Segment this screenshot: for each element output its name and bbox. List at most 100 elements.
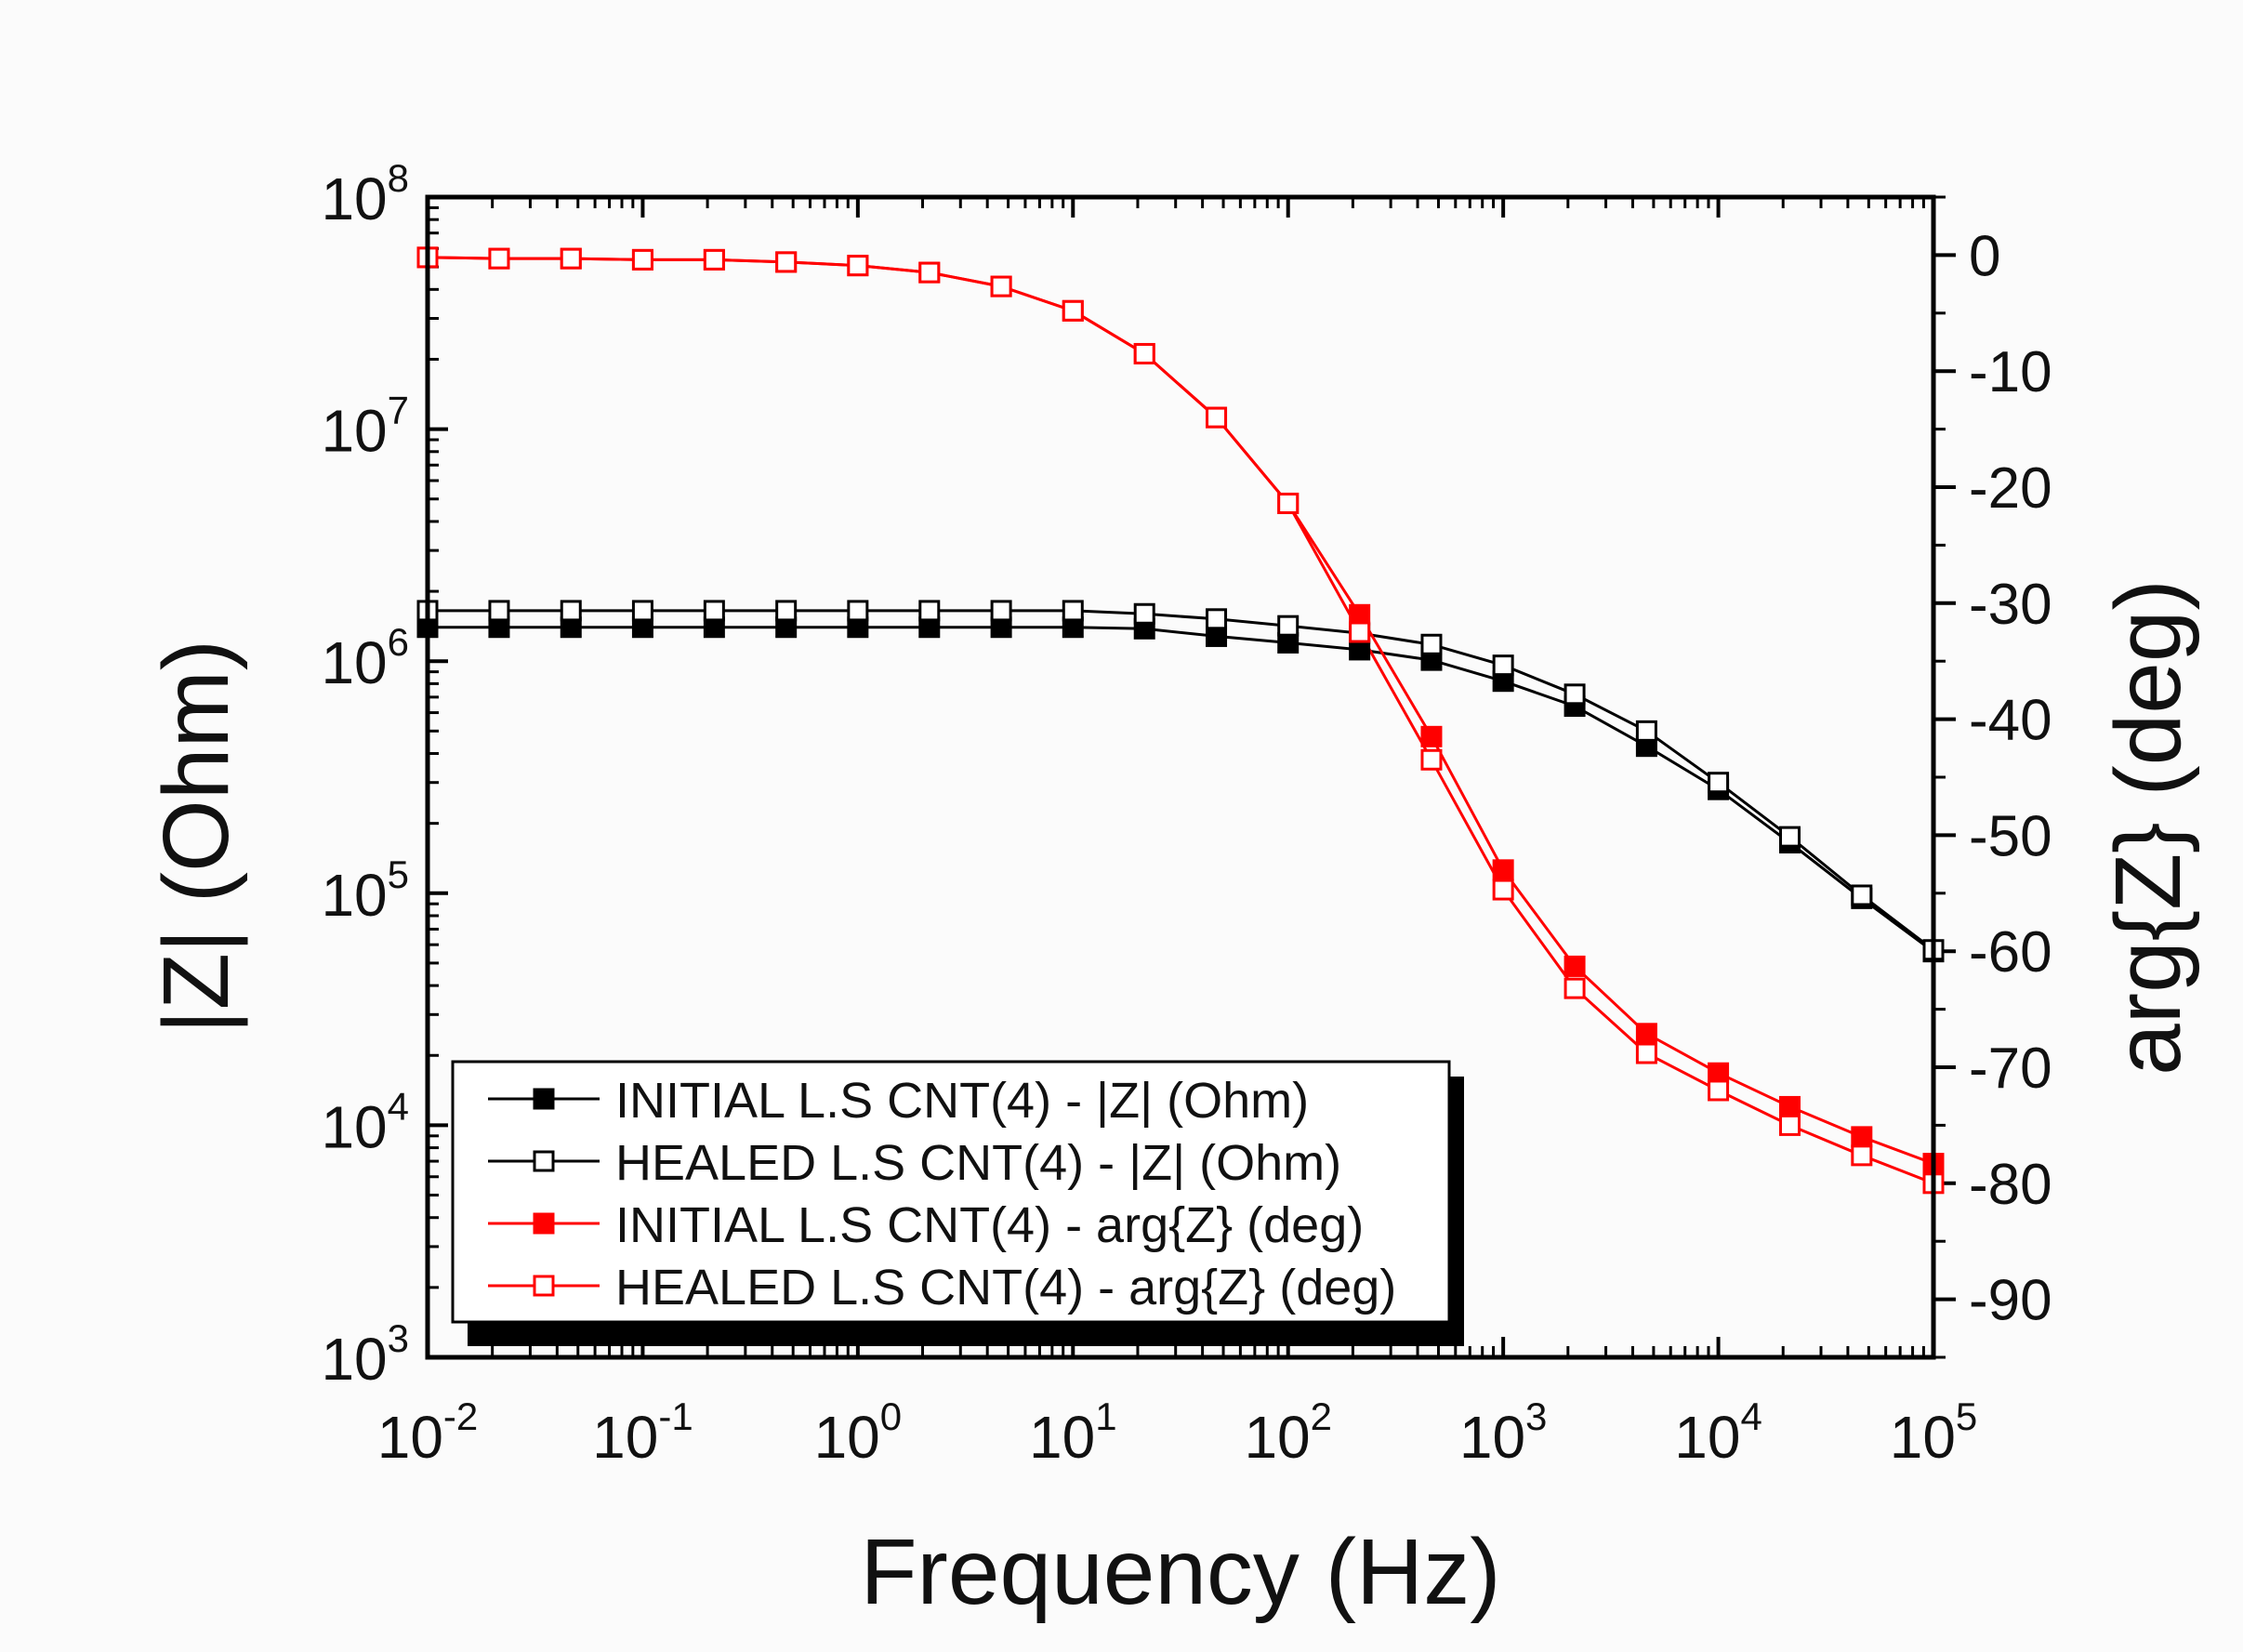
legend-marker-2 xyxy=(533,1212,555,1235)
series-3-point xyxy=(703,248,725,271)
legend-marker-3 xyxy=(533,1275,555,1297)
series-3-point xyxy=(918,261,941,284)
series-1-point xyxy=(560,600,582,622)
series-2-point xyxy=(1635,1023,1657,1045)
series-1-point xyxy=(631,600,653,622)
x-tick-exp: 2 xyxy=(1311,1394,1332,1438)
x-tick-exp: -1 xyxy=(658,1394,693,1438)
x-tick-label: 10-2 xyxy=(377,1394,479,1471)
series-1-point xyxy=(1062,600,1084,622)
y-right-tick-label: -60 xyxy=(1969,920,2052,985)
series-1-point xyxy=(1492,654,1514,677)
x-tick-base: 10 xyxy=(377,1404,443,1471)
x-tick-exp: 1 xyxy=(1095,1394,1116,1438)
y-left-tick-base: 10 xyxy=(321,629,387,696)
series-3-point xyxy=(1206,406,1228,429)
x-tick-exp: 3 xyxy=(1525,1394,1547,1438)
y-left-tick-label: 104 xyxy=(321,1084,409,1160)
y-left-tick-exp: 4 xyxy=(388,1084,409,1128)
y-left-tick-base: 10 xyxy=(321,1093,387,1160)
series-3-point xyxy=(631,248,653,271)
series-3-point xyxy=(1349,621,1371,643)
x-tick-label: 105 xyxy=(1890,1394,1978,1471)
series-3-point xyxy=(1062,299,1084,322)
series-3-point xyxy=(1420,748,1443,771)
y-left-tick-base: 10 xyxy=(321,398,387,465)
series-markers xyxy=(416,246,1945,1195)
series-2-point xyxy=(1349,603,1371,626)
series-2-point xyxy=(1492,859,1514,881)
y-right-tick-label: -20 xyxy=(1969,456,2052,521)
y-left-tick-base: 10 xyxy=(321,1326,387,1393)
x-axis-title: Frequency (Hz) xyxy=(860,1520,1500,1624)
y-left-tick-exp: 8 xyxy=(388,156,409,200)
y-right-tick-label: -50 xyxy=(1969,804,2052,868)
y-left-tick-label: 105 xyxy=(321,852,409,929)
series-3-point xyxy=(1851,1144,1873,1167)
legend-label-0: INITIAL L.S CNT(4) - |Z| (Ohm) xyxy=(615,1073,1309,1129)
y-left-tick-label: 107 xyxy=(321,389,409,465)
series-2-point xyxy=(1851,1126,1873,1148)
legend-label-2: INITIAL L.S CNT(4) - arg{Z} (deg) xyxy=(615,1197,1364,1253)
series-1-point xyxy=(1851,884,1873,906)
legend-marker-0 xyxy=(533,1088,555,1110)
series-lines xyxy=(427,256,1934,1185)
y-left-tick-exp: 6 xyxy=(388,620,409,664)
series-2-point xyxy=(1779,1095,1801,1117)
y-left-tick-label: 106 xyxy=(321,620,409,696)
x-tick-base: 10 xyxy=(1674,1404,1740,1471)
series-line-1 xyxy=(428,609,1934,951)
series-3-point xyxy=(1708,1079,1730,1102)
x-tick-base: 10 xyxy=(814,1404,880,1471)
legend-entries: INITIAL L.S CNT(4) - |Z| (Ohm) HEALED L.S… xyxy=(488,1073,1396,1315)
series-1-point xyxy=(775,600,798,622)
legend-label-1: HEALED L.S CNT(4) - |Z| (Ohm) xyxy=(615,1135,1341,1191)
series-3-point xyxy=(847,255,869,277)
series-3-point xyxy=(775,251,798,273)
x-tick-exp: 5 xyxy=(1956,1394,1977,1438)
x-tick-label: 102 xyxy=(1244,1394,1332,1471)
x-tick-label: 10-1 xyxy=(592,1394,693,1471)
series-2-point xyxy=(1420,725,1443,747)
series-1-point xyxy=(1779,826,1801,848)
y-right-tick-label: -10 xyxy=(1969,340,2052,404)
series-1-point xyxy=(1206,608,1228,630)
x-tick-base: 10 xyxy=(1890,1404,1956,1471)
series-3-point xyxy=(1492,879,1514,901)
y-right-tick-label: -30 xyxy=(1969,573,2052,637)
x-tick-base: 10 xyxy=(592,1404,658,1471)
series-1-point xyxy=(847,600,869,622)
x-tick-label: 104 xyxy=(1674,1394,1762,1471)
series-3-point xyxy=(990,275,1012,297)
legend-marker-1 xyxy=(533,1150,555,1172)
y-left-tick-base: 10 xyxy=(321,165,387,232)
y-left-tick-label: 108 xyxy=(321,156,409,232)
x-tick-label: 103 xyxy=(1459,1394,1548,1471)
x-tick-exp: -2 xyxy=(443,1394,478,1438)
legend: INITIAL L.S CNT(4) - |Z| (Ohm) HEALED L.S… xyxy=(451,1060,1464,1346)
series-1-point xyxy=(1708,772,1730,794)
x-tick-base: 10 xyxy=(1244,1404,1310,1471)
series-1-point xyxy=(1420,633,1443,655)
series-3-point xyxy=(560,247,582,270)
x-tick-label: 100 xyxy=(814,1394,903,1471)
series-2-point xyxy=(1564,955,1586,977)
series-1-point xyxy=(990,600,1012,622)
y-left-tick-exp: 7 xyxy=(388,389,409,432)
series-3-point xyxy=(1635,1042,1657,1064)
y-right-axis-title: arg{Z} (deg) xyxy=(2096,579,2200,1076)
series-line-3 xyxy=(427,256,1934,1185)
plot-frame xyxy=(425,194,1936,1360)
legend-label-3: HEALED L.S CNT(4) - arg{Z} (deg) xyxy=(615,1260,1396,1315)
series-3-point xyxy=(1133,342,1155,364)
series-1-point xyxy=(918,600,941,622)
series-1-point xyxy=(1133,602,1155,625)
x-tick-exp: 0 xyxy=(880,1394,902,1438)
y-right-tick-label: 0 xyxy=(1969,224,2000,288)
x-tick-base: 10 xyxy=(1029,1404,1095,1471)
series-3-point xyxy=(1277,492,1300,514)
y-right-tick-label: -80 xyxy=(1969,1153,2052,1217)
y-right-tick-label: -40 xyxy=(1969,689,2052,753)
